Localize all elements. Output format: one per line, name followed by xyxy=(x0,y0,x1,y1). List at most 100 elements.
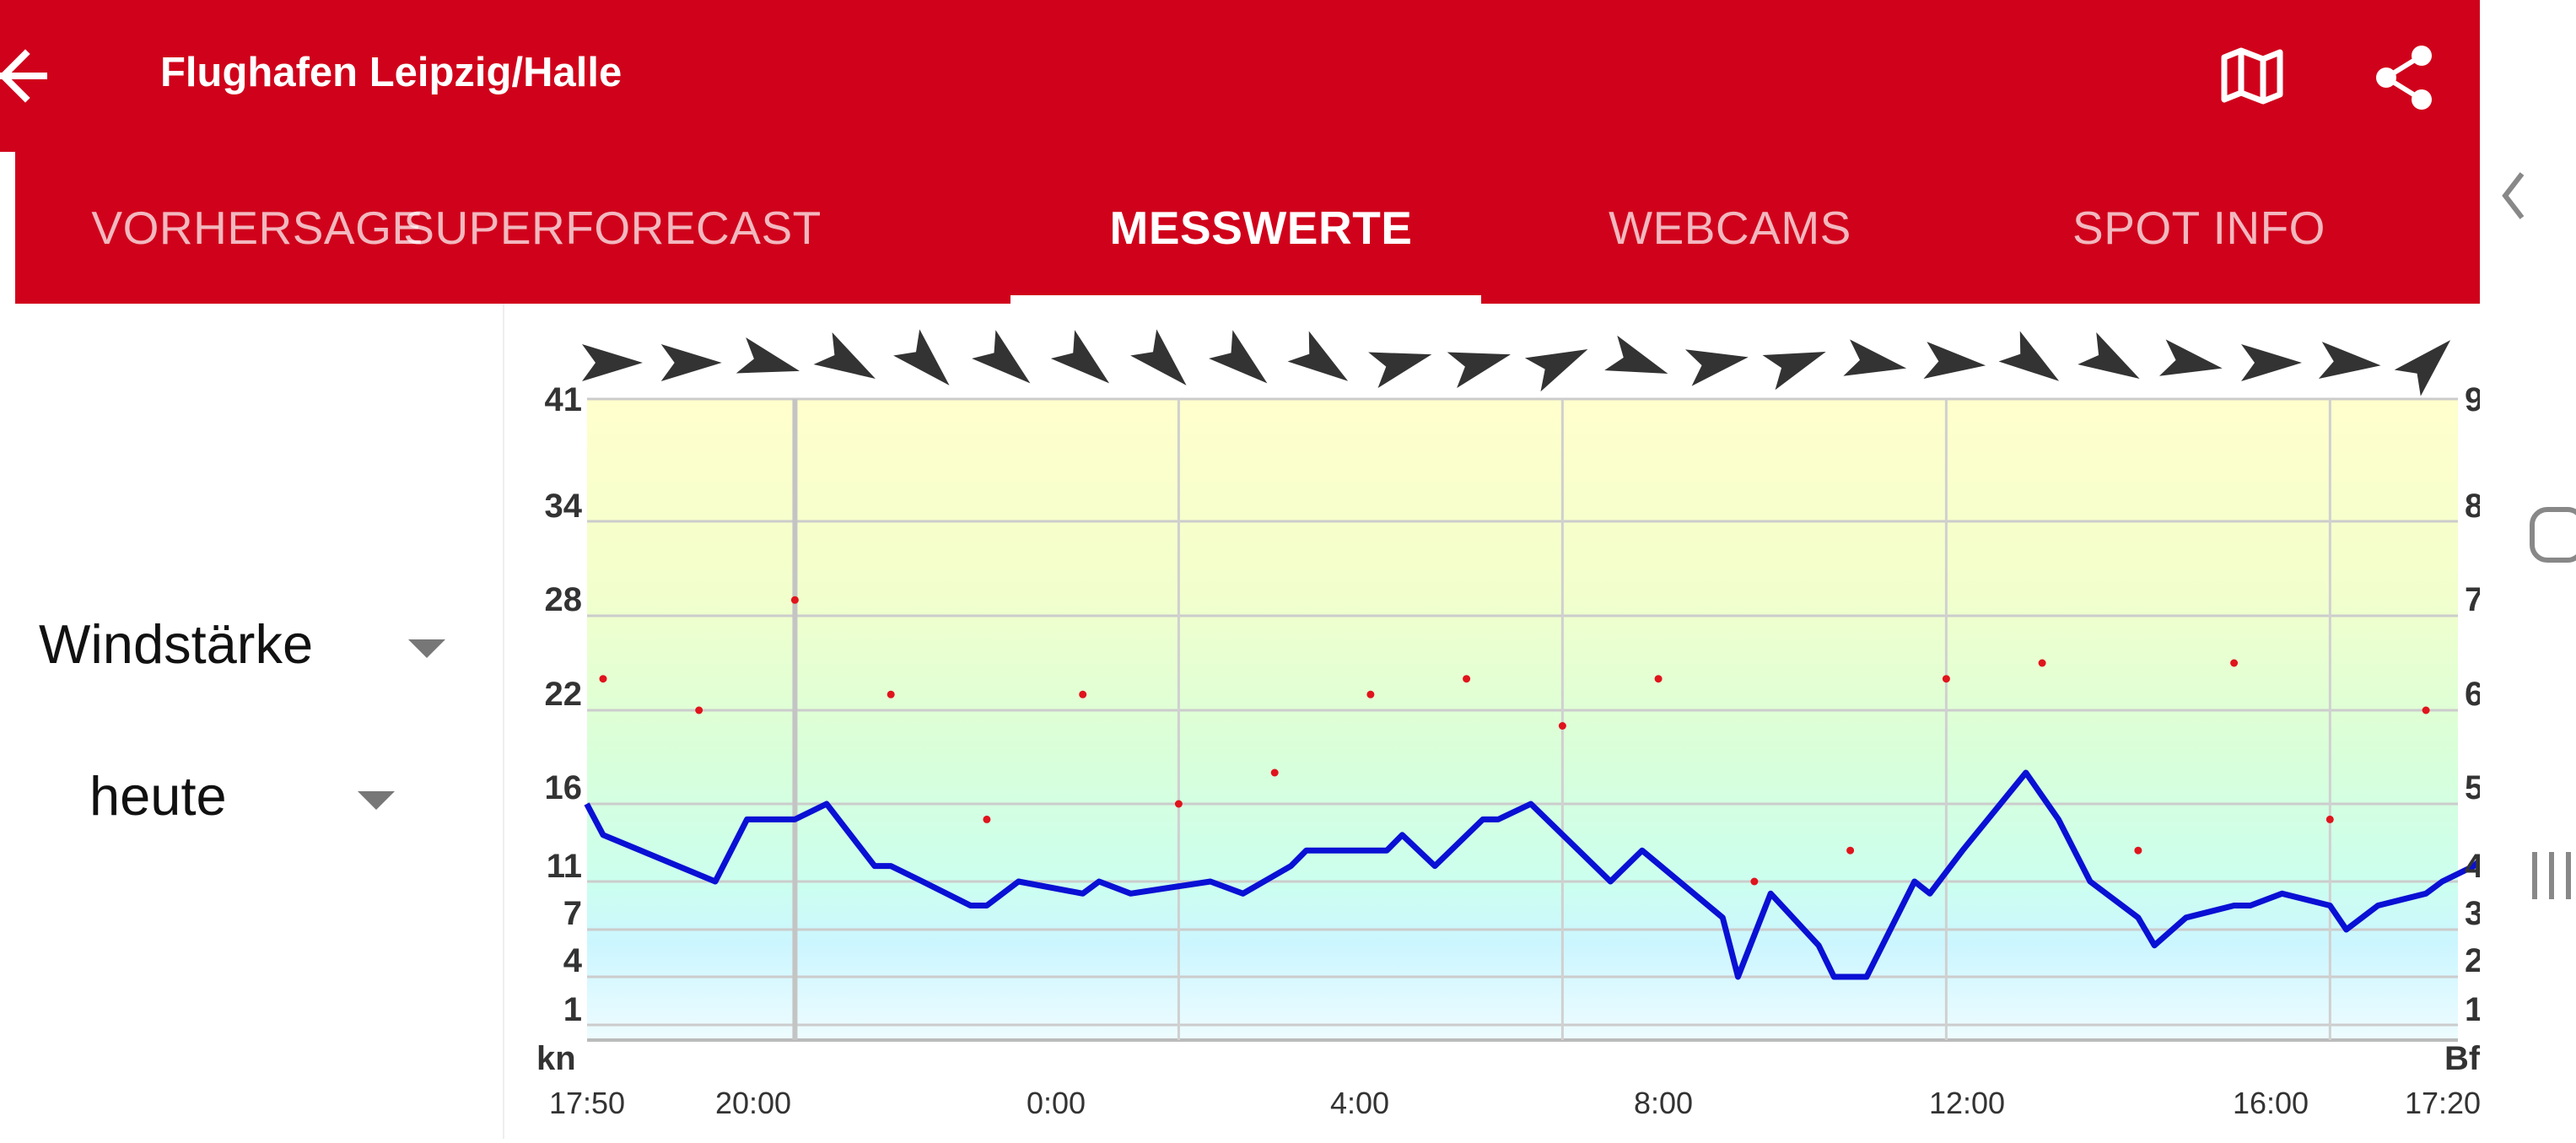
recents-nav-icon[interactable] xyxy=(2532,852,2571,899)
gust-point xyxy=(1463,675,1471,683)
y-right-tick: 1 xyxy=(2465,991,2480,1028)
y-right-tick: 7 xyxy=(2465,581,2480,618)
gust-point xyxy=(1270,768,1279,777)
y-left-tick: 34 xyxy=(545,488,583,525)
y-left-tick: 16 xyxy=(545,769,583,806)
y-left-tick: 1 xyxy=(563,991,582,1028)
wind-direction-arrow xyxy=(1843,339,1907,376)
gust-point xyxy=(1846,846,1855,855)
panel-divider xyxy=(503,304,504,1139)
tab-spot-info[interactable]: SPOT INFO xyxy=(2072,202,2325,254)
wind-direction-arrow xyxy=(2158,339,2223,376)
y-right-tick: 2 xyxy=(2465,942,2480,979)
wind-direction-arrow xyxy=(1684,349,1749,386)
home-nav-icon[interactable] xyxy=(2530,507,2576,563)
map-icon xyxy=(2221,47,2283,105)
y-left-axis: 41 34 28 22 16 11 7 4 1 kn xyxy=(536,381,583,1077)
gust-point xyxy=(599,675,607,683)
gust-point xyxy=(1558,722,1566,730)
direction-arrows xyxy=(582,329,2451,396)
wind-direction-arrow xyxy=(2241,344,2302,381)
wind-line xyxy=(584,769,2480,980)
wind-direction-arrow xyxy=(1447,352,1512,389)
wind-direction-arrow xyxy=(893,329,950,385)
wind-direction-arrow xyxy=(736,337,800,374)
chevron-down-icon xyxy=(408,639,445,658)
wind-direction-arrow xyxy=(1762,352,1826,391)
tab-webcams[interactable]: WEBCAMS xyxy=(1609,202,1851,254)
gust-point xyxy=(790,596,799,604)
x-tick: 4:00 xyxy=(1330,1086,1389,1120)
wind-direction-arrow xyxy=(1287,331,1349,381)
x-tick: 20:00 xyxy=(715,1086,791,1120)
gust-point xyxy=(1942,675,1950,683)
tab-indicator xyxy=(1010,295,1481,304)
gust-points xyxy=(599,596,2430,886)
wind-direction-arrow xyxy=(2078,332,2140,379)
y-right-axis: 9 8 7 6 5 4 3 2 1 Bft xyxy=(2444,381,2480,1077)
chevron-down-icon xyxy=(358,791,395,810)
gust-point xyxy=(1174,800,1183,808)
wind-chart: 41 34 28 22 16 11 7 4 1 kn 9 8 7 6 5 4 3… xyxy=(536,329,2480,1120)
y-left-tick: 7 xyxy=(563,895,582,932)
x-axis: 17:50 20:00 0:00 4:00 8:00 12:00 16:00 1… xyxy=(549,1086,2480,1120)
wind-direction-arrow xyxy=(1209,330,1268,384)
system-nav-bar xyxy=(2480,0,2576,1139)
map-button[interactable] xyxy=(2214,34,2290,118)
back-button[interactable] xyxy=(0,34,59,118)
tab-superforecast[interactable]: SUPERFORECAST xyxy=(403,202,822,254)
gust-point xyxy=(2038,659,2046,667)
y-right-tick: 4 xyxy=(2465,848,2480,885)
y-right-tick: 8 xyxy=(2465,488,2480,525)
wind-direction-arrow xyxy=(582,344,643,381)
gust-point xyxy=(2134,846,2142,855)
y-right-tick: 9 xyxy=(2465,381,2480,418)
plot-background xyxy=(587,399,2458,1040)
x-tick: 8:00 xyxy=(1634,1086,1693,1120)
y-right-tick: 5 xyxy=(2465,769,2480,806)
wind-direction-arrow xyxy=(813,332,876,379)
gust-point xyxy=(983,815,991,823)
wind-direction-arrow xyxy=(2318,342,2381,379)
wind-direction-arrow xyxy=(2394,340,2451,396)
gust-point xyxy=(2422,706,2430,714)
appbar-edge xyxy=(0,152,15,304)
tab-messwerte[interactable]: MESSWERTE xyxy=(1109,202,1413,254)
arrow-left-icon xyxy=(0,49,47,103)
gust-point xyxy=(1366,690,1375,698)
gust-point xyxy=(695,706,703,714)
system-nav-icons xyxy=(2502,172,2576,899)
day-dropdown[interactable]: heute xyxy=(89,764,410,849)
measure-dropdown[interactable]: Windstärke xyxy=(39,612,452,697)
wind-direction-arrow xyxy=(1923,342,1986,379)
y-right-tick: 3 xyxy=(2465,895,2480,932)
y-left-tick: 11 xyxy=(547,848,582,885)
wind-direction-arrow xyxy=(1604,335,1668,374)
wind-direction-arrow xyxy=(1050,330,1110,384)
share-icon xyxy=(2376,46,2432,110)
gust-point xyxy=(1079,690,1087,698)
back-nav-icon[interactable] xyxy=(2502,172,2525,219)
y-left-unit: kn xyxy=(536,1040,576,1077)
y-right-unit: Bft xyxy=(2444,1040,2480,1077)
x-tick: 17:20 xyxy=(2405,1086,2480,1120)
gust-point xyxy=(887,690,895,698)
filter-panel: Windstärke heute xyxy=(0,304,503,1139)
y-left-tick: 28 xyxy=(545,581,583,618)
tab-vorhersage[interactable]: VORHERSAGE xyxy=(91,202,423,254)
y-right-tick: 6 xyxy=(2465,676,2480,713)
x-tick: 16:00 xyxy=(2233,1086,2309,1120)
day-dropdown-label: heute xyxy=(89,765,227,827)
share-button[interactable] xyxy=(2366,34,2442,118)
wind-direction-arrow xyxy=(972,330,1031,384)
gust-point xyxy=(2230,659,2239,667)
y-left-tick: 22 xyxy=(545,676,583,713)
gust-point xyxy=(2325,815,2334,823)
app-bar: Flughafen Leipzig/Halle VORHERSAGE SUPER… xyxy=(0,0,2480,304)
y-left-tick: 41 xyxy=(545,381,583,418)
wind-direction-arrow xyxy=(660,344,722,381)
wind-direction-arrow xyxy=(1368,352,1432,389)
x-tick: 0:00 xyxy=(1027,1086,1086,1120)
wind-direction-arrow xyxy=(1524,348,1588,392)
gust-point xyxy=(1750,877,1759,886)
